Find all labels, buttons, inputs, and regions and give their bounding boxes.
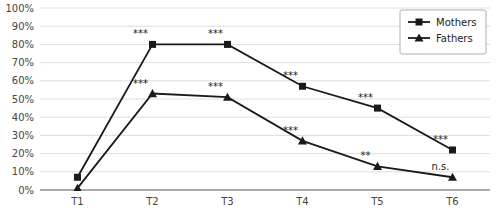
y-tick-label: 60%: [12, 75, 34, 86]
point-triangle: [448, 173, 457, 181]
y-tick-label: 10%: [12, 166, 34, 177]
y-tick-label: 70%: [12, 57, 34, 68]
grid-line: [40, 80, 490, 81]
grid-line: [40, 99, 490, 100]
significance-label: **: [361, 150, 371, 161]
grid-line: [40, 153, 490, 154]
x-tick-label: T3: [220, 196, 233, 207]
y-tick-label: 40%: [12, 112, 34, 123]
legend-square: [416, 19, 423, 26]
significance-label: ***: [283, 70, 298, 81]
x-tick-label: T1: [70, 196, 83, 207]
x-tick-label: T4: [295, 196, 308, 207]
x-tick-label: T2: [145, 196, 158, 207]
point-triangle: [148, 89, 157, 97]
point-square: [74, 174, 81, 181]
significance-label: ***: [133, 28, 148, 39]
legend-marker: [416, 19, 423, 26]
point-triangle: [73, 184, 82, 191]
legend-frame: [400, 10, 486, 54]
y-tick-label: 100%: [5, 3, 34, 14]
point-square: [374, 105, 381, 112]
legend-marker: [415, 34, 424, 42]
grid-line: [40, 117, 490, 118]
legend: Mothers Fathers: [400, 10, 486, 54]
plot-area: [73, 41, 457, 191]
x-tick-label: T6: [445, 196, 458, 207]
significance-label: ***: [208, 81, 223, 92]
significance-label: ***: [133, 78, 148, 89]
x-tick-label: T5: [370, 196, 383, 207]
series-line: [78, 44, 453, 177]
significance-label: ***: [358, 92, 373, 103]
grid-line: [40, 8, 490, 9]
x-axis-line: [40, 190, 490, 191]
significance-label: ***: [208, 28, 223, 39]
series-line: [78, 94, 453, 189]
significance-label: n.s.: [432, 161, 450, 172]
grid-line: [40, 190, 490, 191]
legend-label: Mothers: [436, 17, 476, 28]
point-square: [149, 41, 156, 48]
chart: 0% 10% 20% 30% 40% 50% 60% 70% 80% 90% 100% T1 T2 T3 T…: [0, 0, 500, 214]
point-square: [299, 83, 306, 90]
y-tick-label: 50%: [12, 94, 34, 105]
point-triangle: [373, 162, 382, 170]
y-tick-label: 30%: [12, 130, 34, 141]
y-tick-label: 80%: [12, 39, 34, 50]
y-tick-label: 20%: [12, 148, 34, 159]
grid-line: [40, 135, 490, 136]
point-square: [449, 146, 456, 153]
y-tick-label: 0%: [18, 185, 34, 196]
grid-line: [40, 62, 490, 63]
legend-triangle: [415, 34, 424, 42]
significance-label: ***: [433, 134, 448, 145]
significance-label: ***: [283, 125, 298, 136]
point-square: [224, 41, 231, 48]
point-triangle: [223, 93, 232, 101]
y-tick-label: 90%: [12, 21, 34, 32]
legend-label: Fathers: [436, 33, 473, 44]
point-triangle: [298, 136, 307, 144]
